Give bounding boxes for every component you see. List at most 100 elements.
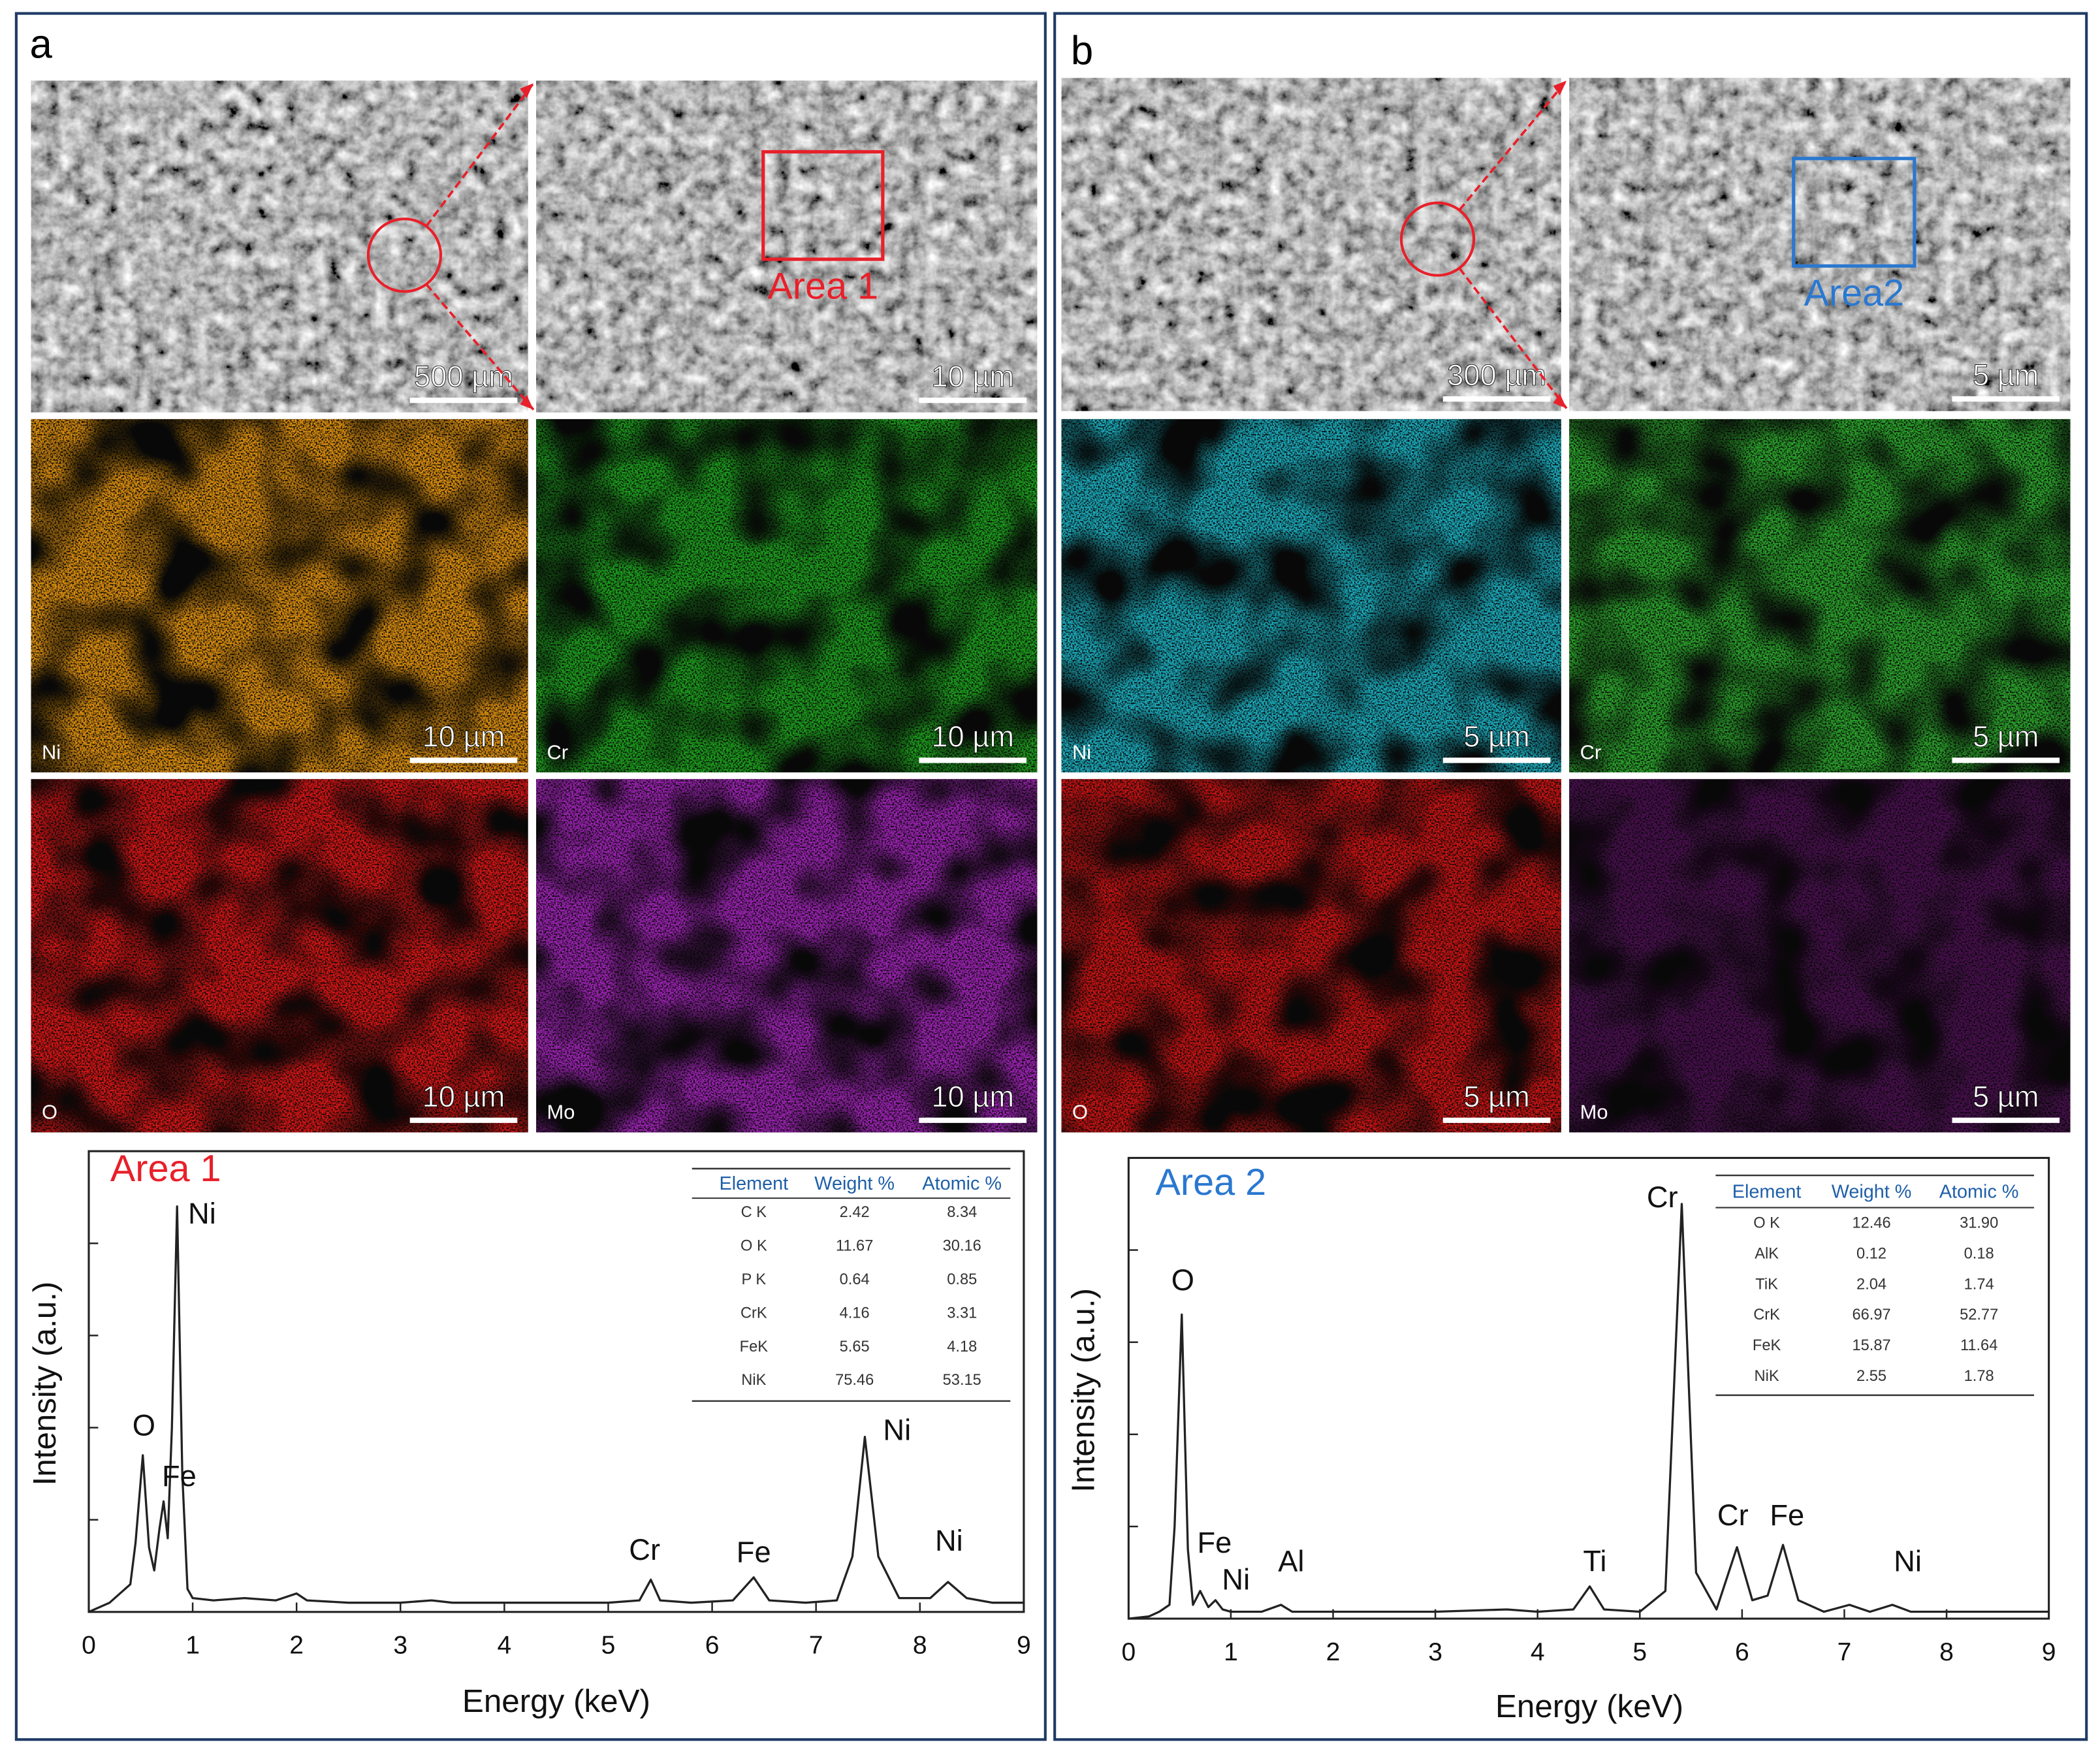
table-cell: 11.64 xyxy=(1960,1337,1997,1354)
area-box xyxy=(1792,157,1917,268)
eds-map-signal xyxy=(536,779,1038,1133)
area-box xyxy=(761,150,885,261)
zoom-circle xyxy=(366,217,443,293)
table-cell: 66.97 xyxy=(1852,1306,1890,1323)
element-label: Mo xyxy=(1580,1101,1608,1124)
sem-image xyxy=(536,80,1038,413)
table-cell: 12.46 xyxy=(1852,1214,1890,1231)
eds-map-signal xyxy=(1061,419,1561,772)
peak-label: O xyxy=(133,1408,155,1442)
scale-bar-label: 10 µm xyxy=(422,1080,505,1113)
x-tick-label: 8 xyxy=(1939,1638,1954,1666)
table-cell: 4.16 xyxy=(840,1305,870,1322)
peak-label: Cr xyxy=(629,1533,660,1566)
scale-bar-label: 5 µm xyxy=(1463,720,1530,753)
x-axis-label: Energy (keV) xyxy=(1495,1688,1683,1724)
table-cell: FeK xyxy=(740,1338,769,1355)
table-cell: 0.85 xyxy=(947,1271,977,1288)
table-cell: 8.34 xyxy=(947,1204,977,1221)
scale-bar-label: 10 µm xyxy=(931,1080,1014,1113)
element-label: O xyxy=(1072,1101,1088,1124)
peak-label: Ni xyxy=(1894,1544,1922,1577)
x-tick-label: 7 xyxy=(809,1632,823,1660)
x-tick-label: 7 xyxy=(1838,1638,1852,1666)
x-tick-label: 1 xyxy=(1224,1638,1238,1666)
y-axis-label: Intensity (a.u.) xyxy=(27,1282,63,1486)
x-tick-label: 5 xyxy=(601,1632,616,1660)
table-cell: 0.12 xyxy=(1856,1245,1886,1262)
peak-label: Ni xyxy=(1222,1563,1250,1596)
element-label: Ni xyxy=(42,740,61,763)
panel-label: b xyxy=(1071,29,1093,74)
eds-map-signal xyxy=(1061,779,1561,1133)
peak-label: Cr xyxy=(1717,1498,1749,1532)
peak-label: Al xyxy=(1278,1544,1304,1577)
element-label: Mo xyxy=(547,1101,575,1124)
eds-map-signal xyxy=(536,419,1038,772)
arrow-head xyxy=(520,83,533,99)
plot-frame xyxy=(1127,1156,2050,1620)
table-header: Weight % xyxy=(814,1173,895,1194)
scale-bar-label: 10 µm xyxy=(931,720,1014,753)
plot-frame xyxy=(88,1150,1025,1613)
x-tick-label: 3 xyxy=(1428,1638,1442,1666)
table-cell: NiK xyxy=(741,1372,766,1389)
table-cell: 5.65 xyxy=(840,1338,870,1355)
peak-label: Fe xyxy=(1197,1526,1232,1559)
panel-frame xyxy=(1053,12,2088,1741)
x-tick-label: 2 xyxy=(1326,1638,1341,1666)
table-header: Element xyxy=(720,1173,789,1194)
table-cell: 0.18 xyxy=(1964,1245,1994,1262)
table-cell: 4.18 xyxy=(947,1338,977,1355)
table-cell: 1.74 xyxy=(1964,1276,1994,1293)
y-axis-label: Intensity (a.u.) xyxy=(1066,1288,1102,1493)
zoom-circle xyxy=(1399,201,1476,277)
eds-map-signal xyxy=(31,779,528,1133)
table-cell: 2.04 xyxy=(1856,1276,1886,1293)
x-tick-label: 6 xyxy=(705,1632,720,1660)
table-cell: 52.77 xyxy=(1960,1306,1998,1323)
area-label: Area 1 xyxy=(767,266,878,308)
table-cell: 11.67 xyxy=(836,1237,873,1254)
scale-bar-label: 5 µm xyxy=(1973,1080,2039,1113)
table-cell: 2.42 xyxy=(840,1204,870,1221)
x-tick-label: 0 xyxy=(82,1632,96,1660)
zoom-line xyxy=(425,283,535,411)
table-cell: O K xyxy=(1753,1214,1780,1231)
sem-image xyxy=(31,80,528,413)
table-header: Weight % xyxy=(1832,1182,1912,1203)
peak-label: Fe xyxy=(162,1459,197,1493)
x-tick-label: 9 xyxy=(2042,1638,2056,1666)
zoom-line xyxy=(1458,267,1568,409)
element-label: Cr xyxy=(1580,740,1602,763)
eds-map-signal xyxy=(1569,419,2071,772)
eds-map-signal xyxy=(1569,779,2071,1133)
table-cell: C K xyxy=(741,1204,767,1221)
table-header: Atomic % xyxy=(922,1173,1002,1194)
element-label: Ni xyxy=(1072,740,1091,763)
arrow-head xyxy=(1553,80,1567,96)
x-tick-label: 0 xyxy=(1121,1638,1136,1666)
chart-title: Area 1 xyxy=(110,1148,221,1190)
x-tick-label: 2 xyxy=(289,1632,304,1660)
scale-bar-label: 5 µm xyxy=(1973,720,2039,753)
table-cell: 75.46 xyxy=(835,1372,874,1389)
table-cell: FeK xyxy=(1753,1337,1781,1354)
x-tick-label: 4 xyxy=(498,1632,512,1660)
element-label: Cr xyxy=(547,740,569,763)
x-tick-label: 8 xyxy=(913,1632,927,1660)
scale-bar-label: 10 µm xyxy=(931,360,1014,393)
peak-label: Fe xyxy=(737,1536,771,1569)
element-label: O xyxy=(42,1101,57,1124)
peak-label: Fe xyxy=(1770,1498,1804,1532)
chart-title: Area 2 xyxy=(1156,1162,1267,1203)
table-cell: 3.31 xyxy=(947,1305,977,1322)
table-cell: 0.64 xyxy=(840,1271,870,1288)
table-cell: TiK xyxy=(1755,1276,1778,1293)
table-cell: 53.15 xyxy=(943,1372,981,1389)
table-cell: 30.16 xyxy=(943,1237,981,1254)
area-label: Area2 xyxy=(1804,272,1904,314)
x-tick-label: 9 xyxy=(1017,1632,1031,1660)
x-axis-label: Energy (keV) xyxy=(462,1683,650,1719)
